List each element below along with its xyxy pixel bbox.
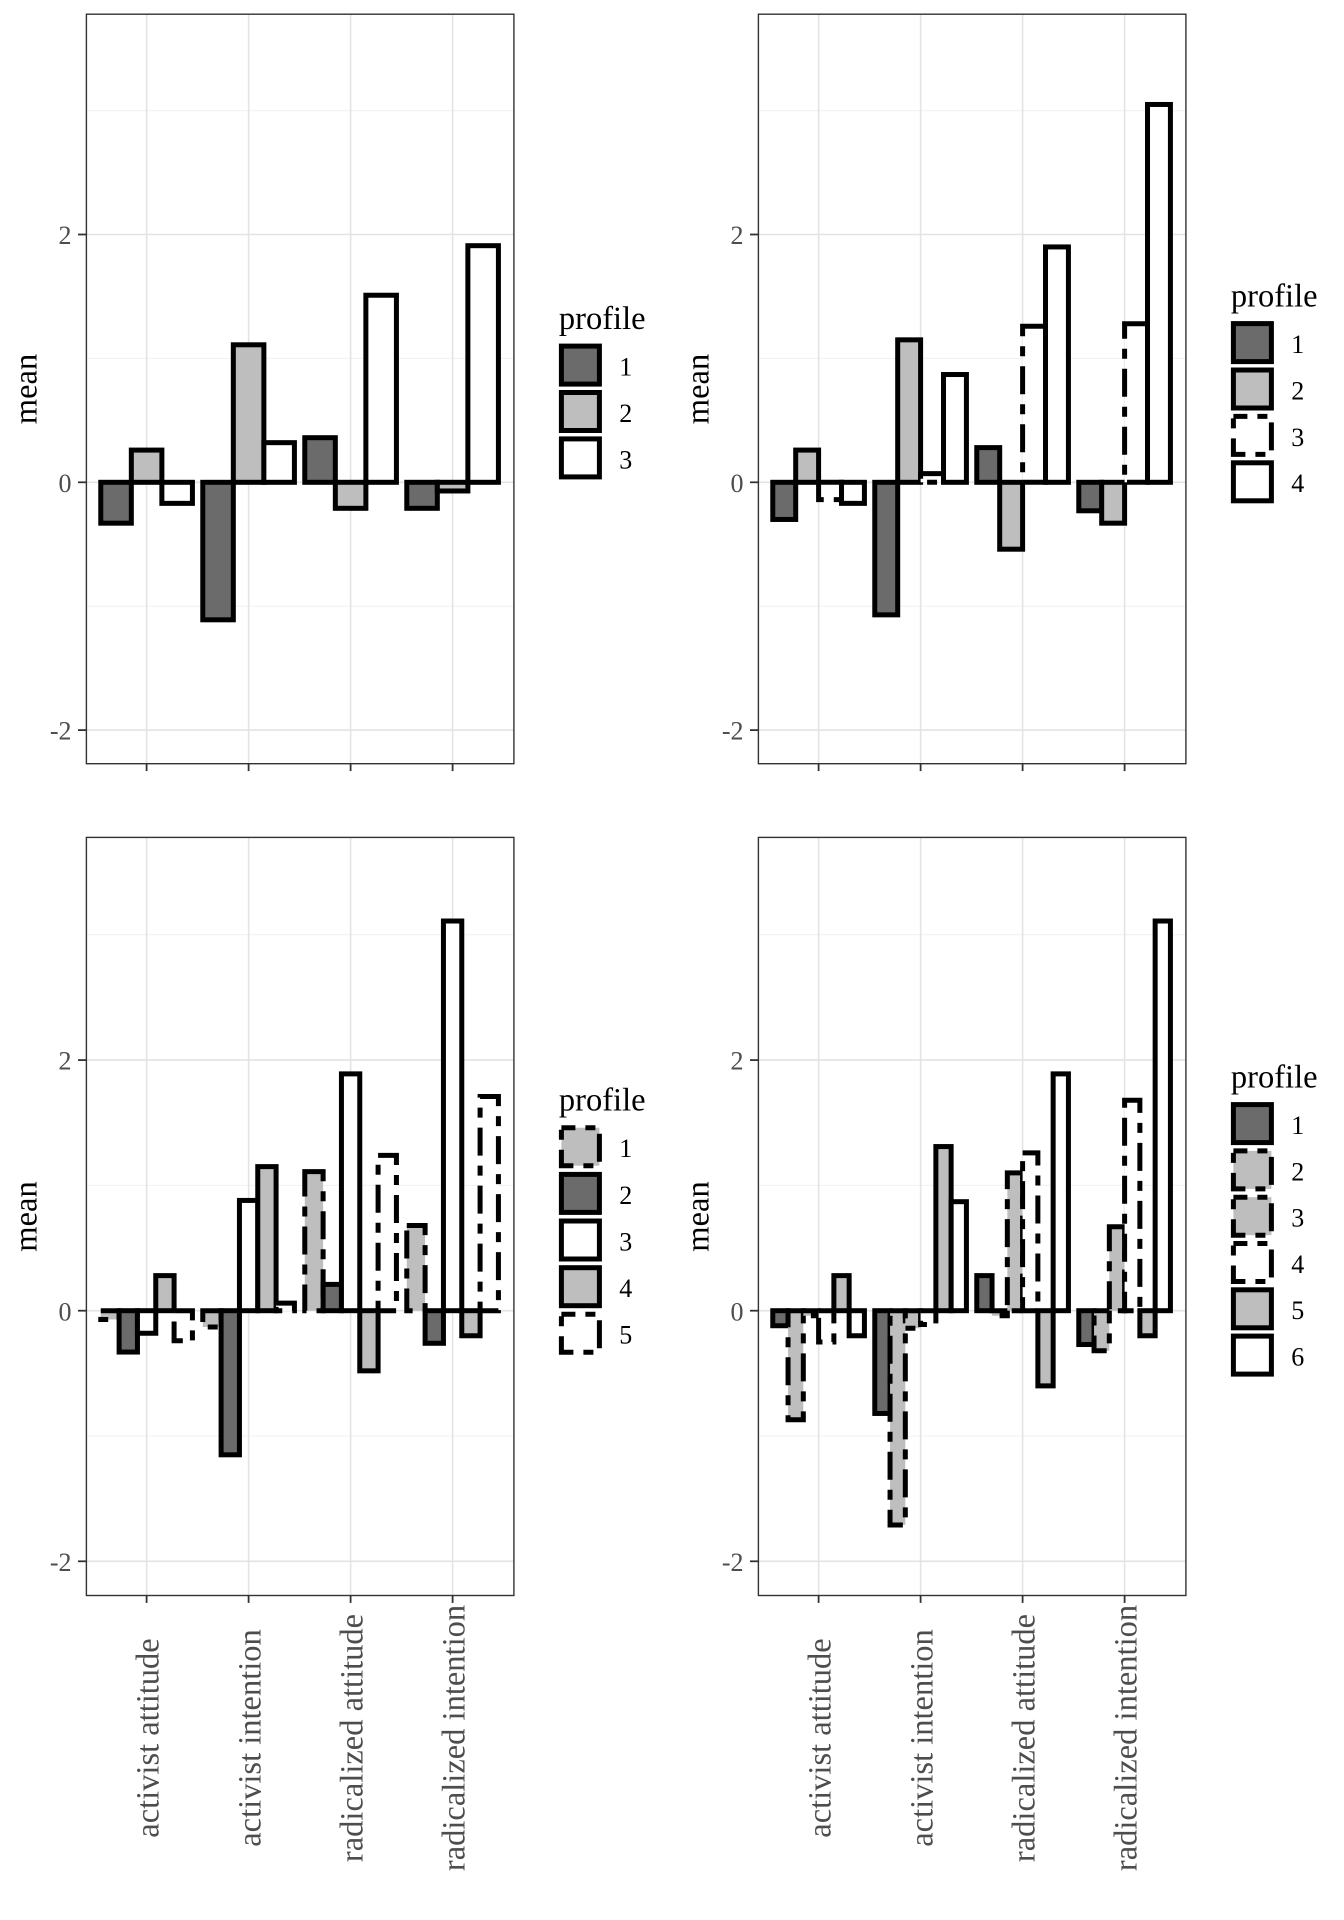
svg-text:radicalized intention: radicalized intention [1109, 1605, 1145, 1871]
svg-text:2: 2 [1291, 376, 1304, 405]
svg-text:activist attitude: activist attitude [131, 1638, 167, 1837]
svg-text:0: 0 [731, 469, 744, 498]
svg-text:2: 2 [619, 1181, 632, 1210]
svg-text:2: 2 [1291, 1157, 1304, 1186]
svg-text:mean: mean [9, 354, 45, 424]
svg-text:2: 2 [731, 221, 744, 250]
svg-text:mean: mean [681, 354, 717, 424]
svg-text:5: 5 [1291, 1296, 1304, 1325]
svg-text:2: 2 [59, 1047, 72, 1076]
svg-text:1: 1 [619, 353, 632, 382]
svg-text:3: 3 [619, 445, 632, 474]
svg-text:radicalized attitude: radicalized attitude [335, 1614, 371, 1862]
svg-text:-2: -2 [722, 717, 744, 746]
svg-text:mean: mean [9, 1181, 45, 1251]
svg-text:radicalized intention: radicalized intention [437, 1605, 473, 1871]
svg-text:3: 3 [619, 1227, 632, 1256]
svg-text:-2: -2 [722, 1548, 744, 1577]
svg-text:-2: -2 [50, 1548, 72, 1577]
svg-text:activist attitude: activist attitude [803, 1638, 839, 1837]
svg-text:0: 0 [59, 469, 72, 498]
svg-text:profile: profile [1231, 1059, 1318, 1095]
svg-text:5: 5 [619, 1321, 632, 1350]
svg-text:4: 4 [1291, 1250, 1304, 1279]
svg-text:activist intention: activist intention [233, 1629, 269, 1847]
svg-text:4: 4 [619, 1274, 632, 1303]
svg-text:activist intention: activist intention [905, 1629, 941, 1847]
svg-text:1: 1 [1291, 330, 1304, 359]
svg-text:0: 0 [59, 1297, 72, 1326]
svg-text:-2: -2 [50, 717, 72, 746]
svg-text:3: 3 [1291, 1204, 1304, 1233]
svg-text:profile: profile [559, 1082, 646, 1118]
svg-text:profile: profile [559, 301, 646, 337]
svg-text:2: 2 [619, 399, 632, 428]
svg-text:1: 1 [1291, 1111, 1304, 1140]
svg-text:2: 2 [731, 1047, 744, 1076]
svg-text:4: 4 [1291, 469, 1304, 498]
svg-text:6: 6 [1291, 1343, 1304, 1372]
svg-text:1: 1 [619, 1134, 632, 1163]
svg-text:3: 3 [1291, 423, 1304, 452]
svg-text:radicalized attitude: radicalized attitude [1007, 1614, 1043, 1862]
svg-text:profile: profile [1231, 278, 1318, 314]
svg-text:mean: mean [681, 1181, 717, 1251]
svg-text:2: 2 [59, 221, 72, 250]
svg-text:0: 0 [731, 1297, 744, 1326]
